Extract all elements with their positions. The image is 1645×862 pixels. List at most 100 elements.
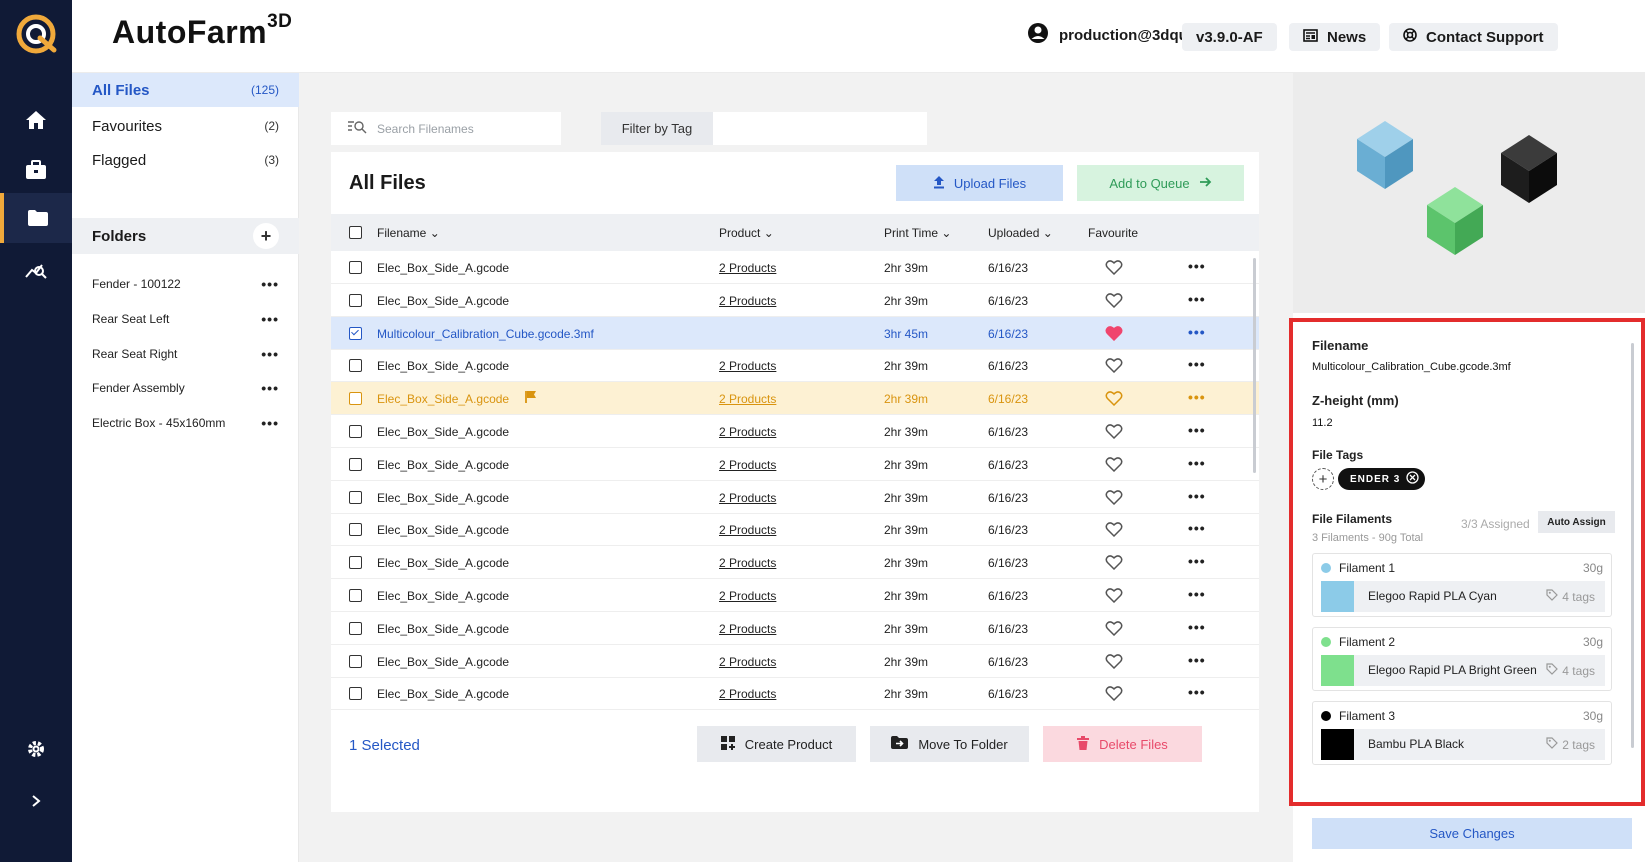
filament-card[interactable]: Filament 1 30g Elegoo Rapid PLA Cyan 4 t… [1312, 553, 1612, 617]
sidebar-item-all-files[interactable]: All Files (125) [72, 73, 299, 107]
column-uploaded[interactable]: Uploaded ⌄ [988, 226, 1053, 240]
row-checkbox[interactable] [349, 490, 362, 504]
row-checkbox[interactable] [349, 556, 362, 570]
heart-icon[interactable] [1105, 325, 1123, 344]
row-filename[interactable]: Elec_Box_Side_A.gcode [377, 261, 510, 275]
filament-select[interactable]: Elegoo Rapid PLA Cyan 4 tags [1321, 581, 1605, 612]
close-circle-icon[interactable] [1406, 471, 1420, 487]
heart-icon[interactable] [1105, 259, 1123, 278]
table-row[interactable]: Elec_Box_Side_A.gcode 2 Products 2hr 39m 6/… [331, 251, 1259, 284]
row-filename[interactable]: Elec_Box_Side_A.gcode [377, 523, 510, 538]
row-product-link[interactable]: 2 Products [719, 687, 777, 702]
row-product-link[interactable]: 2 Products [719, 621, 777, 636]
row-product-link[interactable]: 2 Products [719, 490, 777, 505]
row-more-icon[interactable]: ••• [1188, 553, 1206, 570]
row-filename[interactable]: Elec_Box_Side_A.gcode [377, 556, 510, 571]
briefcase-nav-button[interactable] [0, 145, 72, 195]
table-row[interactable]: Elec_Box_Side_A.gcode 2 Products 2hr 39m 6/… [331, 677, 1259, 711]
row-more-icon[interactable]: ••• [1188, 586, 1206, 602]
row-product-link[interactable]: 2 Products [719, 523, 777, 538]
filament-card[interactable]: Filament 2 30g Elegoo Rapid PLA Bright G… [1312, 627, 1612, 691]
table-row[interactable]: Elec_Box_Side_A.gcode 2 Products 2hr 39m 6/… [331, 513, 1259, 547]
row-filename[interactable]: Elec_Box_Side_A.gcode [377, 654, 510, 669]
row-checkbox[interactable] [349, 621, 362, 635]
heart-icon[interactable] [1105, 685, 1123, 704]
row-more-icon[interactable]: ••• [1188, 684, 1206, 701]
folder-more-icon[interactable]: ••• [261, 276, 279, 292]
folder-item[interactable]: Rear Seat Right ••• [92, 346, 279, 362]
home-nav-button[interactable] [0, 95, 72, 145]
row-checkbox[interactable] [349, 359, 362, 373]
heart-icon[interactable] [1105, 521, 1123, 540]
folder-item[interactable]: Fender Assembly ••• [92, 380, 279, 396]
table-row[interactable]: Elec_Box_Side_A.gcode 2 Products 2hr 39m 6/… [331, 448, 1259, 481]
row-checkbox[interactable] [349, 425, 362, 438]
folder-item[interactable]: Electric Box - 45x160mm ••• [92, 415, 279, 431]
column-product[interactable]: Product ⌄ [719, 226, 774, 240]
row-filename[interactable]: Multicolour_Calibration_Cube.gcode.3mf [377, 326, 594, 341]
table-row[interactable]: Elec_Box_Side_A.gcode 2 Products 2hr 39m 6/… [331, 284, 1259, 317]
create-product-button[interactable]: Create Product [697, 726, 856, 762]
row-more-icon[interactable]: ••• [1188, 290, 1206, 307]
filter-by-tag[interactable]: Filter by Tag [601, 112, 927, 145]
row-product-link[interactable]: 2 Products [719, 425, 777, 439]
move-to-folder-button[interactable]: Move To Folder [870, 726, 1029, 762]
row-more-icon[interactable]: ••• [1188, 422, 1206, 438]
row-checkbox[interactable] [349, 687, 362, 701]
add-tag-button[interactable]: + [1312, 468, 1334, 490]
table-row[interactable]: Multicolour_Calibration_Cube.gcode.3mf 3h… [331, 316, 1259, 350]
sidebar-item-flagged[interactable]: Flagged (3) [92, 151, 279, 169]
row-more-icon[interactable]: ••• [1188, 487, 1206, 504]
heart-icon[interactable] [1105, 390, 1123, 409]
table-row[interactable]: Elec_Box_Side_A.gcode 2 Products 2hr 39m 6/… [331, 579, 1259, 612]
files-nav-button[interactable] [0, 193, 72, 243]
row-product-link[interactable]: 2 Products [719, 261, 777, 275]
select-all-checkbox[interactable] [349, 226, 362, 239]
row-product-link[interactable]: 2 Products [719, 589, 777, 603]
folder-item[interactable]: Rear Seat Left ••• [92, 311, 279, 327]
row-more-icon[interactable]: ••• [1188, 520, 1206, 537]
table-row[interactable]: Elec_Box_Side_A.gcode 2 Products 2hr 39m 6/… [331, 612, 1259, 645]
folder-more-icon[interactable]: ••• [261, 346, 279, 362]
filename-value[interactable]: Multicolour_Calibration_Cube.gcode.3mf [1312, 361, 1511, 373]
folder-more-icon[interactable]: ••• [261, 380, 279, 396]
model-preview[interactable] [1293, 73, 1645, 313]
row-more-icon[interactable]: ••• [1188, 323, 1206, 340]
row-checkbox[interactable] [349, 523, 362, 537]
heart-icon[interactable] [1105, 456, 1123, 475]
table-row[interactable]: Elec_Box_Side_A.gcode 2 Products 2hr 39m 6/… [331, 645, 1259, 678]
sidebar-item-favourites[interactable]: Favourites (2) [92, 117, 279, 135]
auto-assign-button[interactable]: Auto Assign [1538, 511, 1615, 533]
table-row[interactable]: Elec_Box_Side_A.gcode 2 Products 2hr 39m 6/… [331, 382, 1259, 416]
expand-nav-button[interactable] [0, 776, 72, 826]
table-scrollbar[interactable] [1253, 258, 1256, 473]
table-row[interactable]: Elec_Box_Side_A.gcode 2 Products 2hr 39m 6/… [331, 349, 1259, 383]
row-more-icon[interactable]: ••• [1188, 356, 1206, 373]
row-product-link[interactable]: 2 Products [719, 457, 777, 472]
row-filename[interactable]: Elec_Box_Side_A.gcode [377, 490, 510, 505]
filament-select[interactable]: Bambu PLA Black 2 tags [1321, 729, 1605, 760]
heart-icon[interactable] [1105, 292, 1123, 311]
row-checkbox[interactable] [349, 392, 362, 406]
delete-files-button[interactable]: Delete Files [1043, 726, 1202, 762]
row-product-link[interactable]: 2 Products [719, 654, 777, 669]
settings-nav-button[interactable] [0, 724, 72, 774]
row-more-icon[interactable]: ••• [1188, 618, 1206, 635]
folder-more-icon[interactable]: ••• [261, 415, 279, 431]
row-product-link[interactable]: 2 Products [719, 556, 777, 571]
row-product-link[interactable]: 2 Products [719, 359, 777, 374]
heart-icon[interactable] [1105, 489, 1123, 508]
row-more-icon[interactable]: ••• [1188, 389, 1206, 406]
save-changes-button[interactable]: Save Changes [1312, 818, 1632, 849]
row-filename[interactable]: Elec_Box_Side_A.gcode [377, 457, 510, 472]
row-filename[interactable]: Elec_Box_Side_A.gcode [377, 687, 510, 702]
heart-icon[interactable] [1105, 357, 1123, 376]
heart-icon[interactable] [1105, 620, 1123, 639]
row-checkbox[interactable] [349, 261, 362, 274]
row-checkbox[interactable] [349, 293, 362, 307]
row-more-icon[interactable]: ••• [1188, 651, 1206, 668]
news-button[interactable]: News [1289, 23, 1381, 51]
tag-chip[interactable]: ENDER 3 [1338, 468, 1426, 490]
details-scrollbar[interactable] [1631, 343, 1634, 748]
row-checkbox[interactable] [349, 654, 362, 668]
